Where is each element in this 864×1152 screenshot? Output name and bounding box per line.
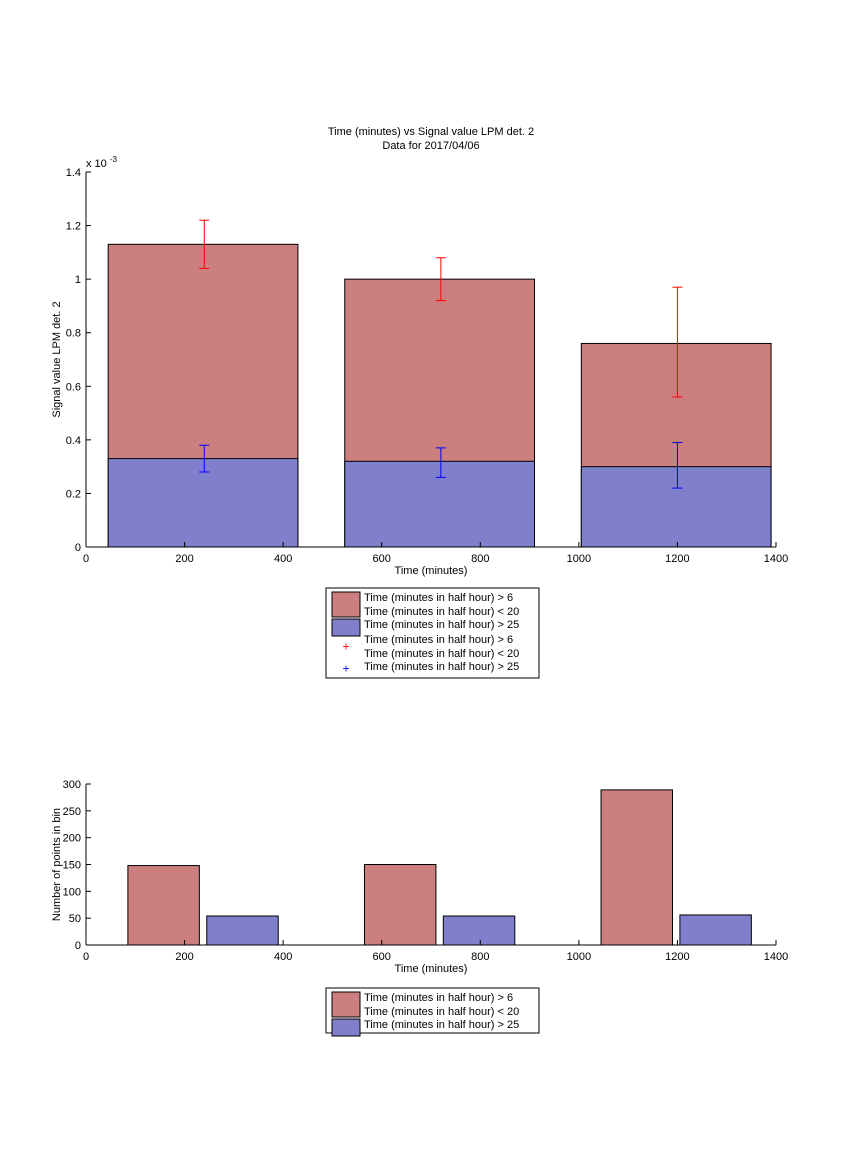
x-tick-label: 1200 (665, 951, 689, 963)
legend-label: Time (minutes in half hour) > 6 (364, 992, 513, 1004)
y-tick-label: 0.2 (66, 488, 81, 500)
count-bar-blue-2 (206, 915, 279, 946)
count-bar-blue-4 (442, 915, 516, 946)
y-tick-label: 0.4 (66, 435, 81, 447)
x-tick-label: 800 (471, 553, 489, 565)
chart-title: Time (minutes) vs Signal value LPM det. … (328, 126, 534, 138)
chart-subtitle: Data for 2017/04/06 (382, 140, 479, 152)
y-tick-label: 0.8 (66, 328, 81, 340)
y-exponent-power: -3 (110, 155, 118, 164)
x-tick-label: 200 (175, 951, 193, 963)
y-tick-label: 150 (63, 860, 81, 872)
x-tick-label: 1000 (567, 951, 591, 963)
legend-marker-red: + (342, 640, 349, 654)
count-bar-red-3 (363, 864, 437, 946)
y-tick-label: 200 (63, 833, 81, 845)
legend-swatch-red (331, 991, 361, 1018)
x-axis-label: Time (minutes) (395, 963, 468, 975)
bar-blue-3 (580, 466, 772, 548)
legend-label: Time (minutes in half hour) < 20 (364, 1006, 519, 1018)
count-bars-group (127, 789, 752, 946)
x-tick-label: 600 (373, 553, 391, 565)
legend-swatch-blue (331, 618, 361, 637)
bar-blue-1 (107, 458, 299, 548)
y-tick-label: 100 (63, 886, 81, 898)
x-tick-label: 1000 (567, 553, 591, 565)
axes-2: 0 200 400 600 800 1000 1200 1400 0 50 100 150 200 250… (51, 779, 788, 975)
legend-marker-blue: + (342, 662, 349, 676)
y-tick-label: 0.6 (66, 381, 81, 393)
y-axis-label: Signal value LPM det. 2 (51, 301, 63, 417)
legend-label: Time (minutes in half hour) > 6 (364, 634, 513, 646)
y-tick-label: 1.4 (66, 167, 81, 179)
legend-label: Time (minutes in half hour) < 20 (364, 606, 519, 618)
x-tick-label: 0 (83, 553, 89, 565)
bar-blue-2 (344, 460, 535, 548)
legend-1: Time (minutes in half hour) > 6 Time (min… (325, 587, 540, 679)
legend-label: Time (minutes in half hour) < 20 (364, 648, 519, 660)
x-tick-label: 400 (274, 951, 292, 963)
x-tick-label: 400 (274, 553, 292, 565)
legend-label: Time (minutes in half hour) > 25 (364, 1019, 519, 1031)
y-tick-label: 1 (75, 274, 81, 286)
legend-label: Time (minutes in half hour) > 25 (364, 661, 519, 673)
y-tick-label: 250 (63, 806, 81, 818)
x-tick-label: 800 (471, 951, 489, 963)
x-axis-label: Time (minutes) (395, 565, 468, 577)
y-tick-label: 300 (63, 779, 81, 791)
x-tick-label: 1400 (764, 951, 788, 963)
x-tick-label: 600 (373, 951, 391, 963)
x-tick-label: 1200 (665, 553, 689, 565)
count-bar-red-1 (127, 865, 200, 946)
bars-group (107, 243, 772, 548)
legend-label: Time (minutes in half hour) > 25 (364, 619, 519, 631)
errorbars-group (199, 219, 683, 489)
count-bar-red-5 (600, 789, 673, 946)
y-exponent-label: x 10 -3 (86, 155, 118, 170)
y-tick-label: 50 (69, 913, 81, 925)
y-tick-label: 0 (75, 542, 81, 554)
x-tick-label: 200 (175, 553, 193, 565)
x-tick-label: 1400 (764, 553, 788, 565)
y-tick-label: 1.2 (66, 221, 81, 233)
legend-swatch-blue (331, 1018, 361, 1037)
x-tick-label: 0 (83, 951, 89, 963)
legend-2: Time (minutes in half hour) > 6 Time (min… (325, 987, 540, 1037)
legend-swatch-red (331, 591, 361, 618)
legend-box (325, 987, 540, 1034)
count-bar-blue-6 (679, 914, 752, 946)
y-tick-label: 0 (75, 940, 81, 952)
legend-box (325, 587, 540, 679)
y-axis-label: Number of points in bin (51, 808, 63, 921)
legend-label: Time (minutes in half hour) > 6 (364, 592, 513, 604)
axes-1: 0 200 400 600 800 1000 1200 1400 0 0.2 0.4 0.6 0.8 1 1… (51, 167, 788, 577)
